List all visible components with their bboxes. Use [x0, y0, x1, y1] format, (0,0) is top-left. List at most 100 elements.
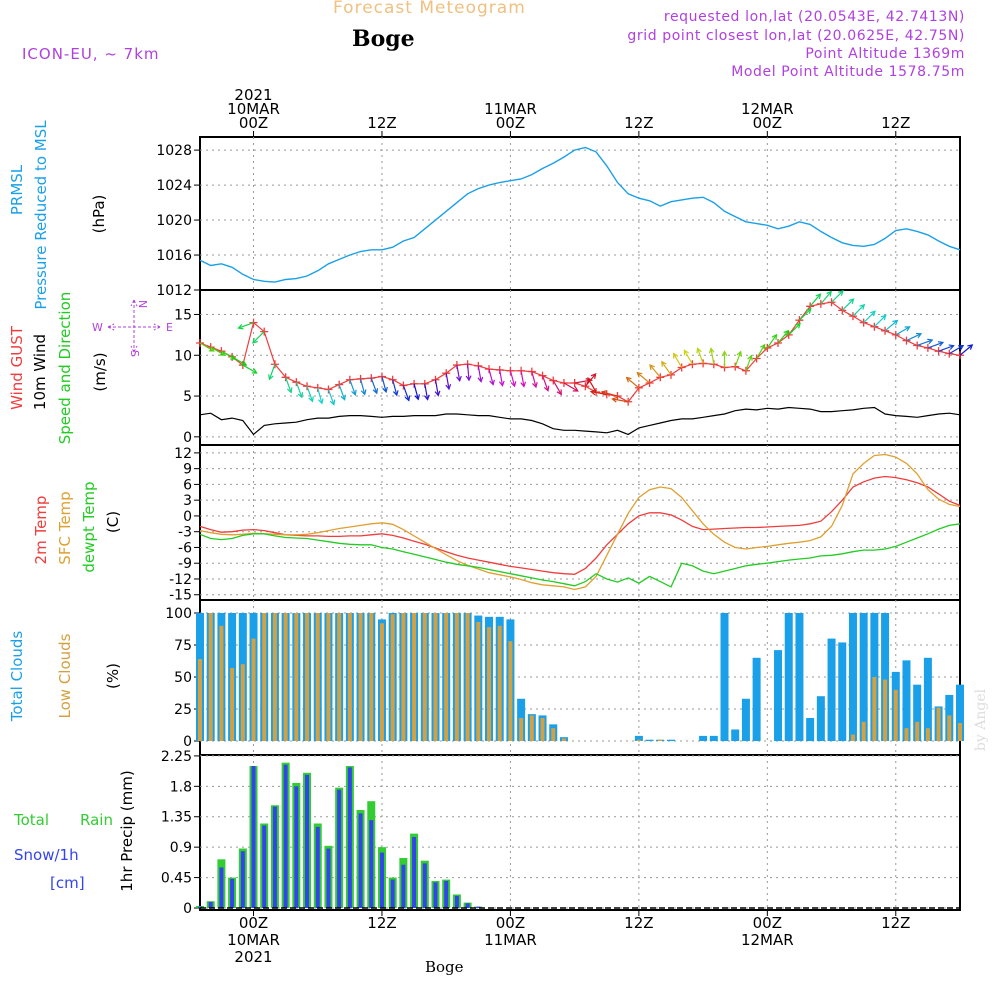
- wind-arrowhead: [237, 323, 244, 330]
- wind-arrowhead: [783, 329, 790, 336]
- snow-bar: [337, 789, 342, 908]
- low-cloud-bar: [636, 739, 641, 741]
- total-cloud-bar: [784, 613, 793, 741]
- wind-direction-arrow: [477, 365, 482, 382]
- wind-arrowhead: [423, 394, 430, 401]
- product-title: Forecast Meteogram: [333, 0, 526, 18]
- y-tick-label: 0.45: [161, 871, 192, 887]
- wind-direction-arrow: [381, 376, 387, 393]
- low-cloud-bar: [883, 679, 888, 741]
- gust-marker: [827, 298, 836, 307]
- y-tick-label: 0.9: [170, 840, 192, 856]
- wind-direction-arrow: [756, 344, 766, 359]
- low-cloud-bar: [390, 614, 395, 741]
- snow-bar: [412, 837, 417, 908]
- wind-direction-arrow: [349, 379, 356, 395]
- snow-bar: [347, 767, 352, 908]
- requested-coords: requested lon,lat (20.0543E, 42.7413N): [663, 9, 965, 25]
- low-cloud-bar: [915, 721, 920, 741]
- low-cloud-bar: [497, 625, 502, 741]
- wind-arrowhead: [625, 376, 632, 383]
- bottom-time-label: 11MAR: [484, 931, 537, 949]
- low-cloud-bar: [529, 715, 534, 741]
- wind-direction-arrow: [295, 381, 303, 398]
- low-cloud-bar: [337, 613, 342, 741]
- wind-direction-arrow: [285, 377, 292, 393]
- wind-arrowhead: [477, 376, 484, 383]
- wind-10m-label: 10m Wind: [31, 334, 49, 410]
- wind-arrowhead: [771, 333, 778, 340]
- y-tick-label: 0: [183, 509, 192, 525]
- low-cloud-bar: [476, 621, 481, 741]
- wind-direction-arrow: [413, 383, 419, 400]
- compass-west: W: [92, 321, 103, 334]
- wind-arrowhead: [520, 381, 527, 388]
- panel-frame: [199, 136, 961, 291]
- snow-bar: [315, 826, 320, 908]
- gust-marker: [784, 330, 793, 339]
- wind-arrowhead: [372, 388, 379, 395]
- y-tick-label: 0: [183, 734, 192, 750]
- low-cloud-bar: [262, 613, 267, 741]
- snow-bar: [230, 878, 235, 908]
- low-cloud-bar: [519, 717, 524, 741]
- low-cloud-bar: [347, 613, 352, 741]
- panel-frame: [199, 754, 961, 911]
- wind-direction-arrow: [499, 369, 504, 386]
- wind-arrowhead: [589, 389, 596, 396]
- y-tick-label: 1024: [156, 178, 192, 194]
- wind-direction-arrow: [402, 385, 410, 401]
- point-altitude: Point Altitude 1369m: [805, 46, 965, 62]
- wind-direction-arrow: [370, 377, 378, 394]
- wind-direction-arrow: [863, 310, 876, 324]
- compass-east: E: [166, 321, 173, 334]
- wind-direction-arrow: [587, 377, 597, 393]
- total-cloud-bar: [859, 613, 868, 741]
- bottom-time-label: 12Z: [624, 914, 653, 932]
- total-cloud-bar: [913, 684, 922, 741]
- wind-arrowhead: [286, 387, 293, 394]
- snow-bar: [358, 813, 363, 908]
- low-cloud-bar: [422, 613, 427, 741]
- wind-direction-arrow: [434, 379, 439, 396]
- wind-direction-arrow: [252, 331, 265, 344]
- top-time-label: 12MAR: [741, 100, 794, 118]
- wind-direction-arrow: [683, 350, 693, 365]
- temp-dewpt-line: [199, 523, 961, 588]
- gust-line: [199, 301, 961, 403]
- total-cloud-bar: [709, 735, 718, 741]
- compass-south: S: [128, 350, 141, 357]
- top-time-label: 00Z: [239, 114, 268, 132]
- low-cloud-bar: [947, 715, 952, 741]
- wind-arrowhead: [904, 326, 911, 332]
- wind-direction-arrow: [959, 344, 973, 356]
- y-tick-label: 6: [183, 477, 192, 493]
- wind-arrowhead: [268, 374, 274, 381]
- wind-arrowhead: [673, 352, 679, 359]
- wind-arrowhead: [948, 344, 955, 350]
- y-tick-label: 9: [183, 462, 192, 478]
- wind-arrowhead: [708, 347, 715, 354]
- total-cloud-bar: [720, 613, 729, 741]
- wind-arrowhead: [683, 349, 689, 356]
- wind-speed-line: [199, 406, 961, 436]
- wind-direction-arrow: [531, 371, 537, 388]
- precip-cm-label: [cm]: [50, 874, 85, 892]
- wind-direction-arrow: [873, 314, 887, 328]
- y-tick-label: -6: [178, 540, 192, 556]
- gust-marker: [913, 341, 922, 350]
- snow-bar: [240, 851, 245, 908]
- wind-arrowhead: [240, 360, 248, 366]
- top-time-label: 12Z: [881, 114, 910, 132]
- total-cloud-bar: [666, 739, 675, 741]
- snow-bar: [294, 786, 299, 908]
- pressure-label: Pressure Reduced to MSL: [32, 120, 50, 310]
- total-cloud-bar: [774, 650, 783, 741]
- low-cloud-bar: [315, 613, 320, 741]
- low-cloud-bar: [958, 723, 962, 741]
- low-cloud-bar: [454, 613, 459, 741]
- low-cloud-bar: [658, 739, 663, 741]
- low-cloud-bar: [551, 728, 556, 741]
- y-tick-label: 1.35: [161, 810, 192, 826]
- wind-direction-arrow: [697, 348, 704, 364]
